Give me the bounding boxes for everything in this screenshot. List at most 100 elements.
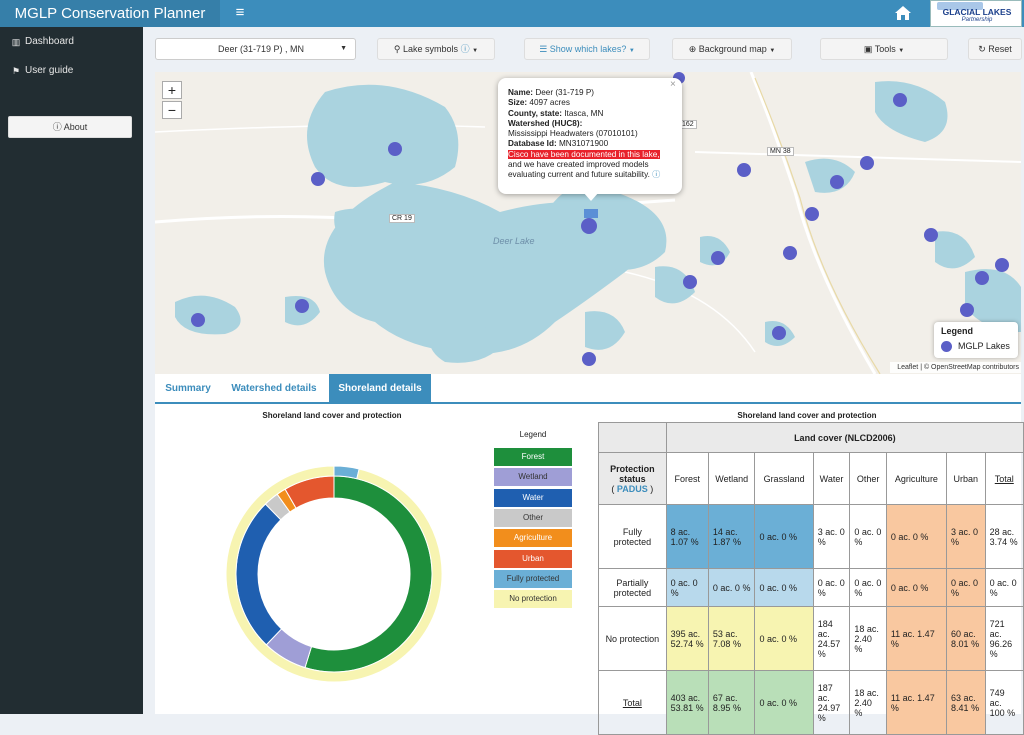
tab-bar bbox=[155, 374, 1021, 404]
legend-item-urban: Urban bbox=[494, 549, 572, 568]
tools-label: Tools bbox=[874, 44, 896, 54]
table-cell: 18 ac. 2.40 % bbox=[849, 670, 887, 735]
table-cell: 721 ac. 96.26 % bbox=[984, 606, 1024, 671]
table-title: Shoreland land cover and protection bbox=[737, 411, 877, 420]
col-header: Water bbox=[812, 452, 851, 505]
home-icon[interactable] bbox=[894, 5, 912, 21]
table-corner bbox=[598, 422, 667, 453]
tab-summary[interactable]: Summary bbox=[165, 383, 211, 394]
table-cell: 0 ac. 0 % bbox=[885, 568, 948, 607]
sidebar-toggle-icon[interactable]: ≡ bbox=[235, 4, 245, 21]
row-label: Total bbox=[598, 670, 667, 735]
table-cell: 0 ac. 0 % bbox=[849, 568, 887, 607]
padus-link[interactable]: PADUS bbox=[616, 483, 648, 494]
zoom-out-button[interactable]: − bbox=[162, 101, 182, 119]
caret-down-icon: ▼ bbox=[340, 45, 347, 52]
table-cell: 395 ac. 52.74 % bbox=[665, 606, 709, 671]
row-label: Fully protected bbox=[598, 504, 667, 569]
land-cover-table: Land cover (NLCD2006) Protection status … bbox=[598, 422, 1024, 735]
legend-item-other: Other bbox=[494, 508, 572, 527]
popup-county-label: County, state: bbox=[508, 108, 562, 118]
popup-county: Itasca, MN bbox=[564, 108, 604, 118]
zoom-in-button[interactable]: + bbox=[162, 81, 182, 99]
col-header: Urban bbox=[946, 452, 986, 505]
col-header: Agriculture bbox=[885, 452, 948, 505]
background-map-button[interactable]: ⊕ Background map ▼ bbox=[672, 38, 792, 60]
table-cell: 187 ac. 24.97 % bbox=[812, 670, 851, 735]
table-cell: 53 ac. 7.08 % bbox=[707, 606, 756, 671]
logo-line-1: GLACIAL LAKES bbox=[942, 7, 1012, 17]
popup-watershed-label: Watershed (HUC8): bbox=[508, 118, 583, 128]
show-lakes-label: Show which lakes? bbox=[549, 44, 627, 54]
row-label: No protection bbox=[598, 606, 667, 671]
sidebar-item-user-guide[interactable]: ⚑ User guide bbox=[0, 57, 143, 85]
table-row: Total 403 ac. 53.81 % 67 ac. 8.95 % 0 ac… bbox=[598, 670, 1024, 735]
table-cell: 67 ac. 8.95 % bbox=[707, 670, 756, 735]
top-navbar bbox=[220, 0, 1024, 27]
map-legend-item: MGLP Lakes bbox=[958, 341, 1010, 351]
table-row: No protection 395 ac. 52.74 % 53 ac. 7.0… bbox=[598, 606, 1024, 671]
col-header: Total bbox=[984, 452, 1024, 505]
help-icon[interactable]: ⓘ bbox=[652, 170, 661, 180]
table-cell: 11 ac. 1.47 % bbox=[885, 606, 948, 671]
table-cell: 0 ac. 0 % bbox=[754, 606, 814, 671]
popup-name-label: Name: bbox=[508, 88, 534, 97]
legend-item-forest: Forest bbox=[494, 448, 572, 466]
table-cell: 11 ac. 1.47 % bbox=[885, 670, 948, 735]
protection-status-header: Protection status ( PADUS ) bbox=[598, 452, 667, 505]
reset-button[interactable]: ↻ Reset bbox=[968, 38, 1022, 60]
map-marker-icon: ⚲ bbox=[393, 44, 401, 54]
map-legend-title: Legend bbox=[941, 326, 974, 336]
signpost-icon: ⚑ bbox=[11, 66, 21, 76]
help-icon[interactable]: ⓘ bbox=[460, 44, 470, 54]
popup-size: 4097 acres bbox=[529, 98, 570, 108]
col-header: Other bbox=[849, 452, 887, 505]
sidebar: ▥ Dashboard ⚑ User guide ⓘ About bbox=[0, 27, 143, 714]
col-header: Wetland bbox=[707, 452, 756, 505]
table-cell: 0 ac. 0 % bbox=[885, 504, 948, 569]
tab-watershed-details[interactable]: Watershed details bbox=[231, 383, 317, 394]
donut-slice-no-protection[interactable] bbox=[225, 465, 443, 683]
glacial-lakes-logo[interactable]: GLACIAL LAKES Partnership bbox=[930, 0, 1022, 27]
col-header: Forest bbox=[665, 452, 709, 505]
table-cell: 403 ac. 53.81 % bbox=[665, 670, 709, 735]
about-button[interactable]: ⓘ About bbox=[8, 116, 132, 138]
sidebar-item-label: Dashboard bbox=[25, 36, 74, 47]
table-cell: 3 ac. 0 % bbox=[946, 504, 986, 569]
tab-shoreland-details[interactable]: Shoreland details bbox=[329, 374, 431, 403]
show-lakes-button[interactable]: ☰ Show which lakes? ▼ bbox=[524, 38, 650, 60]
legend-item-agriculture: Agriculture bbox=[494, 529, 572, 548]
table-cell: 8 ac. 1.07 % bbox=[665, 504, 709, 569]
table-cell: 749 ac. 100 % bbox=[984, 670, 1024, 735]
sidebar-item-label: User guide bbox=[25, 65, 74, 76]
popup-db: MN31071900 bbox=[558, 139, 609, 149]
popup-db-label: Database Id: bbox=[508, 139, 557, 149]
lake-symbols-button[interactable]: ⚲ Lake symbols ⓘ ▼ bbox=[377, 38, 495, 60]
sidebar-item-dashboard[interactable]: ▥ Dashboard bbox=[0, 28, 143, 56]
logo-line-2: Partnership bbox=[961, 17, 993, 23]
app-title[interactable]: MGLP Conservation Planner bbox=[0, 0, 220, 27]
map-canvas bbox=[155, 72, 1021, 374]
map-attribution[interactable]: Leaflet | © OpenStreetMap contributors bbox=[890, 362, 1021, 373]
tools-button[interactable]: ▣ Tools ▼ bbox=[820, 38, 948, 60]
donut-chart bbox=[225, 465, 443, 683]
table-cell: 3 ac. 0 % bbox=[812, 504, 851, 569]
popup-tip bbox=[583, 192, 599, 201]
bar-chart-icon: ▥ bbox=[11, 37, 21, 47]
protection-status-label: Protection status bbox=[610, 463, 655, 484]
briefcase-icon: ▣ bbox=[863, 44, 873, 54]
table-cell: 0 ac. 0 % bbox=[754, 670, 814, 735]
table-cell: 60 ac. 8.01 % bbox=[946, 606, 986, 671]
refresh-icon: ↻ bbox=[978, 44, 986, 54]
chart-title: Shoreland land cover and protection bbox=[262, 411, 402, 420]
legend-item-no-protection: No protection bbox=[494, 590, 572, 609]
table-cell: 184 ac. 24.57 % bbox=[812, 606, 851, 671]
table-cell: 0 ac. 0 % bbox=[812, 568, 851, 607]
popup-cisco-highlight: Cisco have been documented in this lake, bbox=[508, 149, 660, 159]
lake-info-popup: Name: Deer (31-719 P) Size: 4097 acres C… bbox=[498, 78, 682, 194]
table-cell: 14 ac. 1.87 % bbox=[707, 504, 756, 569]
col-header: Grassland bbox=[754, 452, 814, 505]
lake-select[interactable]: Deer (31-719 P) , MN ▼ bbox=[155, 38, 356, 60]
popup-close-icon[interactable]: × bbox=[670, 79, 676, 90]
table-cell: 0 ac. 0 % bbox=[707, 568, 756, 607]
